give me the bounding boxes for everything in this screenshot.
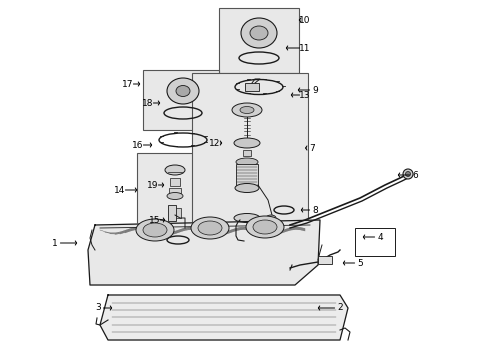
Text: 12: 12 (209, 139, 220, 148)
Ellipse shape (231, 103, 262, 117)
Text: 10: 10 (299, 15, 310, 24)
Ellipse shape (136, 219, 174, 241)
Bar (354, 228, 394, 256)
Text: 1: 1 (52, 239, 58, 248)
Ellipse shape (167, 78, 199, 104)
Ellipse shape (249, 26, 267, 40)
Ellipse shape (235, 184, 259, 193)
Ellipse shape (240, 107, 253, 113)
Bar (317, 256, 331, 264)
Ellipse shape (191, 217, 228, 239)
Text: 6: 6 (411, 171, 417, 180)
Ellipse shape (164, 165, 184, 175)
Text: 16: 16 (132, 140, 143, 149)
Text: 18: 18 (142, 99, 153, 108)
Ellipse shape (167, 193, 183, 199)
Circle shape (402, 169, 412, 179)
Bar (244, 83, 259, 91)
Bar (169, 188, 181, 193)
Text: 17: 17 (122, 80, 134, 89)
Ellipse shape (176, 85, 190, 96)
Ellipse shape (234, 138, 260, 148)
Text: 5: 5 (356, 258, 362, 267)
Ellipse shape (234, 213, 260, 222)
Text: 3: 3 (95, 303, 101, 312)
Polygon shape (100, 295, 347, 340)
Text: 19: 19 (147, 180, 159, 189)
Text: 9: 9 (311, 86, 317, 95)
Bar (236, 164, 258, 186)
Circle shape (405, 171, 409, 176)
Ellipse shape (252, 220, 276, 234)
Ellipse shape (142, 223, 167, 237)
Ellipse shape (241, 18, 276, 48)
Text: 11: 11 (299, 44, 310, 53)
Text: 13: 13 (299, 90, 310, 99)
Bar (142, 70, 219, 130)
Polygon shape (88, 220, 319, 285)
Bar (168, 205, 176, 221)
Text: 8: 8 (311, 206, 317, 215)
Text: 14: 14 (114, 185, 125, 194)
Ellipse shape (198, 221, 222, 235)
Bar (137, 153, 213, 235)
Ellipse shape (265, 215, 275, 221)
Ellipse shape (236, 158, 258, 166)
Text: 2: 2 (337, 303, 342, 312)
Bar (176, 208, 181, 218)
Bar (192, 73, 307, 235)
Bar (243, 150, 250, 156)
Bar (219, 8, 298, 73)
Ellipse shape (245, 216, 284, 238)
Text: 7: 7 (308, 144, 314, 153)
Text: 4: 4 (376, 233, 382, 242)
Bar (170, 178, 180, 186)
Text: 15: 15 (149, 216, 161, 225)
